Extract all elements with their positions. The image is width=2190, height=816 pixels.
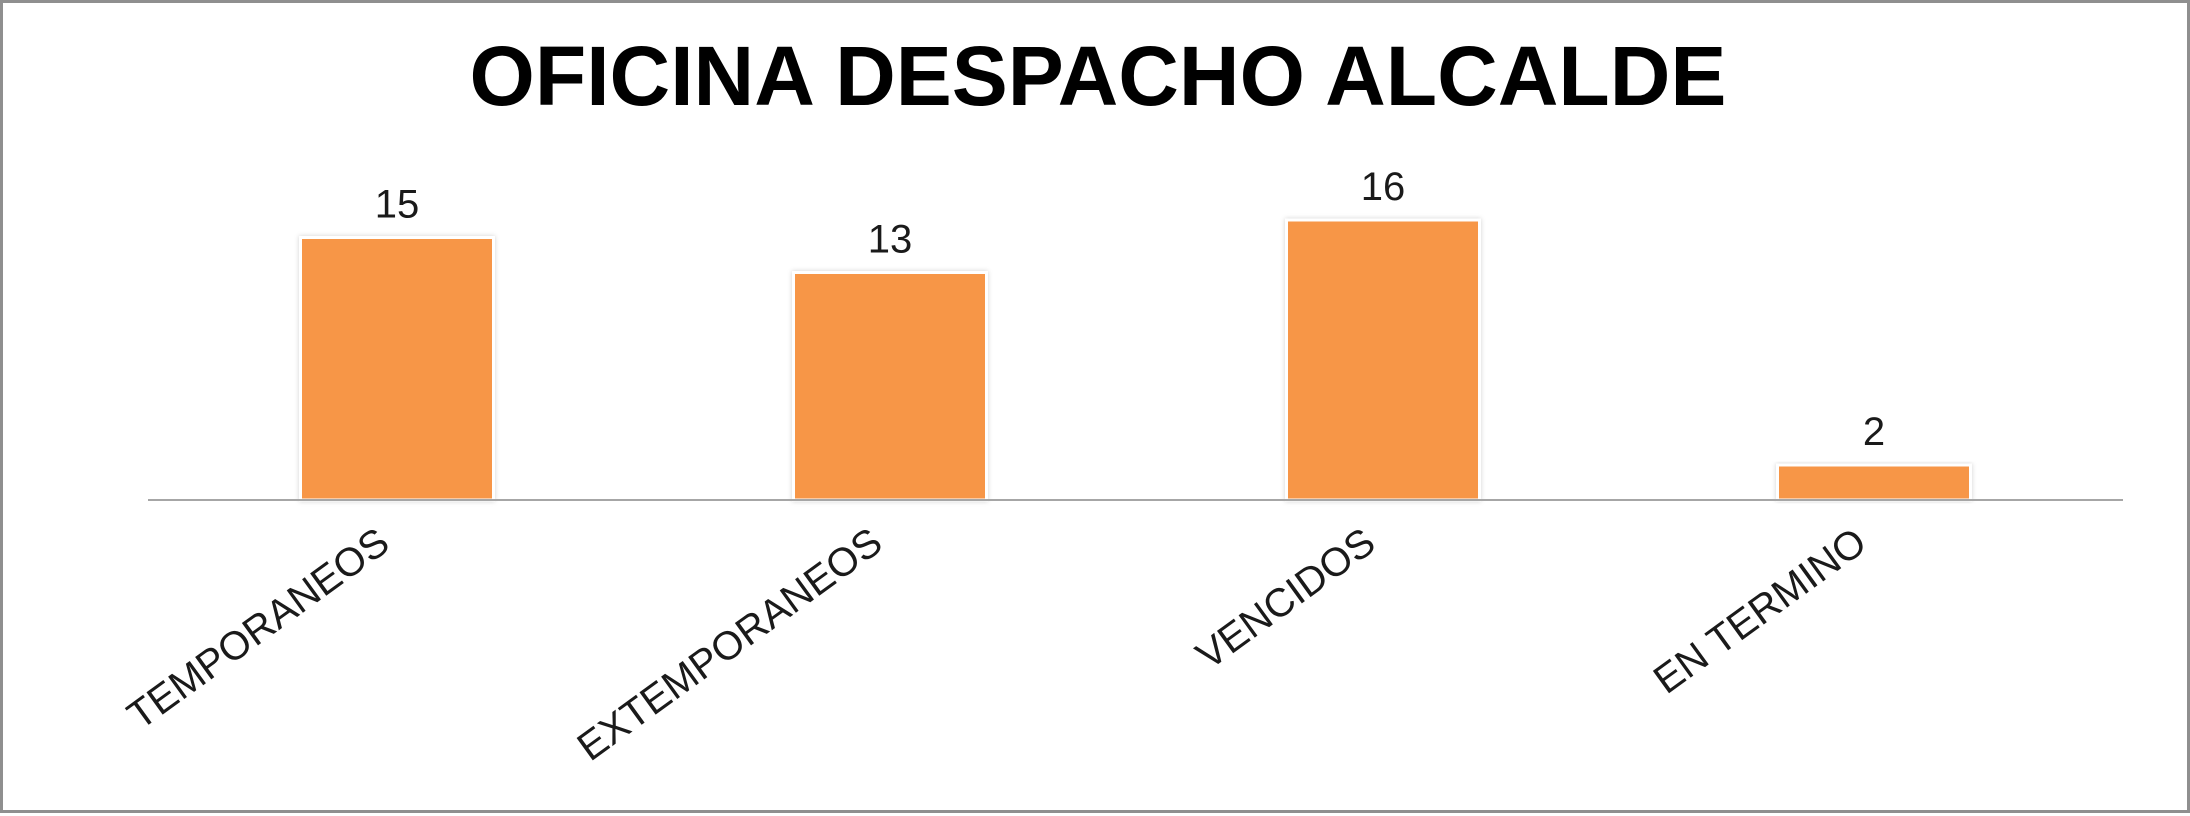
- bar-vencidos: [1285, 218, 1481, 502]
- tick-label-en-termino: EN TERMINO: [1646, 520, 1874, 703]
- tick-label-vencidos: VENCIDOS: [1188, 520, 1383, 678]
- bar-extemporaneos: [792, 271, 988, 502]
- tick-label-temporaneos: TEMPORANEOS: [120, 520, 398, 738]
- data-label-temporaneos: 15: [375, 183, 420, 227]
- tick-label-extemporaneos: EXTEMPORANEOS: [570, 520, 891, 770]
- data-label-en-termino: 2: [1863, 410, 1885, 454]
- bar-en-termino: [1776, 463, 1972, 502]
- data-label-vencidos: 16: [1361, 165, 1406, 209]
- bar-temporaneos: [299, 236, 495, 502]
- chart-title: OFICINA DESPACHO ALCALDE: [469, 29, 1727, 123]
- data-label-extemporaneos: 13: [868, 218, 913, 262]
- bar-chart: 15 TEMPORANEOS 13 EXTEMPORANEOS 16 VENCIDOS 2 E…: [120, 165, 2123, 770]
- bars-layer: [299, 218, 1972, 502]
